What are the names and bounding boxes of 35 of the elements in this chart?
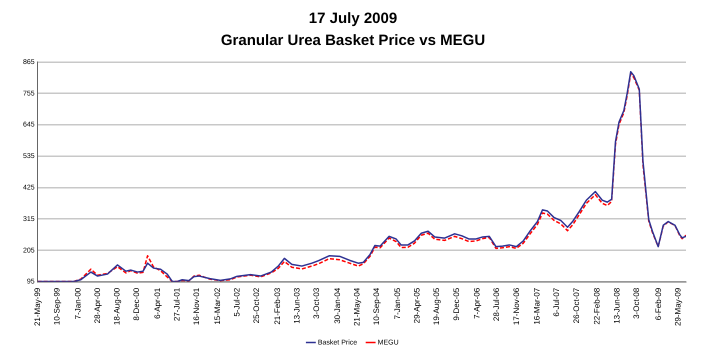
x-tick-label: 7-Jan-00 — [73, 287, 82, 320]
x-tick-label: 16-Nov-01 — [192, 287, 202, 326]
x-tick-label: 9-Dec-05 — [452, 287, 461, 321]
x-tick-label: 16-Mar-07 — [532, 287, 542, 325]
x-tick-label: 3-Oct-08 — [632, 287, 641, 319]
chart-subtitle: Granular Urea Basket Price vs MEGU — [220, 32, 486, 50]
x-tick-label: 19-Aug-05 — [432, 287, 442, 326]
x-tick-label: 10-Sep-99 — [52, 287, 62, 326]
x-tick-label: 7-Apr-06 — [472, 287, 482, 319]
x-tick-label: 10-Sep-04 — [372, 287, 382, 326]
x-tick-label: 13-Jun-03 — [292, 287, 302, 324]
x-tick-label: 17-Nov-06 — [512, 287, 521, 326]
x-tick-label: 15-Mar-02 — [212, 287, 222, 325]
x-tick-label: 28-Jul-06 — [492, 287, 502, 322]
x-tick-label: 21-May-99 — [32, 287, 42, 326]
x-tick-label: 13-Jun-08 — [612, 287, 622, 324]
x-tick-label: 29-May-09 — [674, 287, 683, 326]
x-tick-label: 22-Feb-08 — [592, 287, 602, 325]
x-tick-label: 26-Oct-07 — [572, 287, 581, 324]
x-tick-label: 21-May-04 — [352, 287, 362, 326]
x-tick-label: 8-Dec-00 — [132, 287, 142, 321]
x-tick-label: 7-Jan-05 — [393, 287, 402, 320]
x-tick-label: 25-Oct-02 — [252, 287, 262, 324]
x-tick-label: 6-Jul-07 — [552, 287, 562, 317]
x-tick-label: 6-Feb-09 — [654, 287, 663, 320]
x-tick-label: 28-Apr-00 — [92, 287, 102, 324]
x-tick-label: 5-Jul-02 — [232, 287, 242, 317]
x-tick-label: 18-Aug-00 — [112, 287, 122, 326]
x-tick-label: 21-Feb-03 — [272, 287, 282, 325]
x-tick-label: 3-Oct-03 — [312, 287, 322, 319]
x-tick-label: 29-Apr-05 — [412, 287, 422, 324]
x-tick-label: 6-Apr-01 — [152, 287, 162, 319]
x-tick-label: 27-Jul-01 — [172, 287, 182, 322]
x-tick-label: 30-Jan-04 — [332, 287, 342, 324]
chart-title: 17 July 2009 — [308, 10, 398, 28]
